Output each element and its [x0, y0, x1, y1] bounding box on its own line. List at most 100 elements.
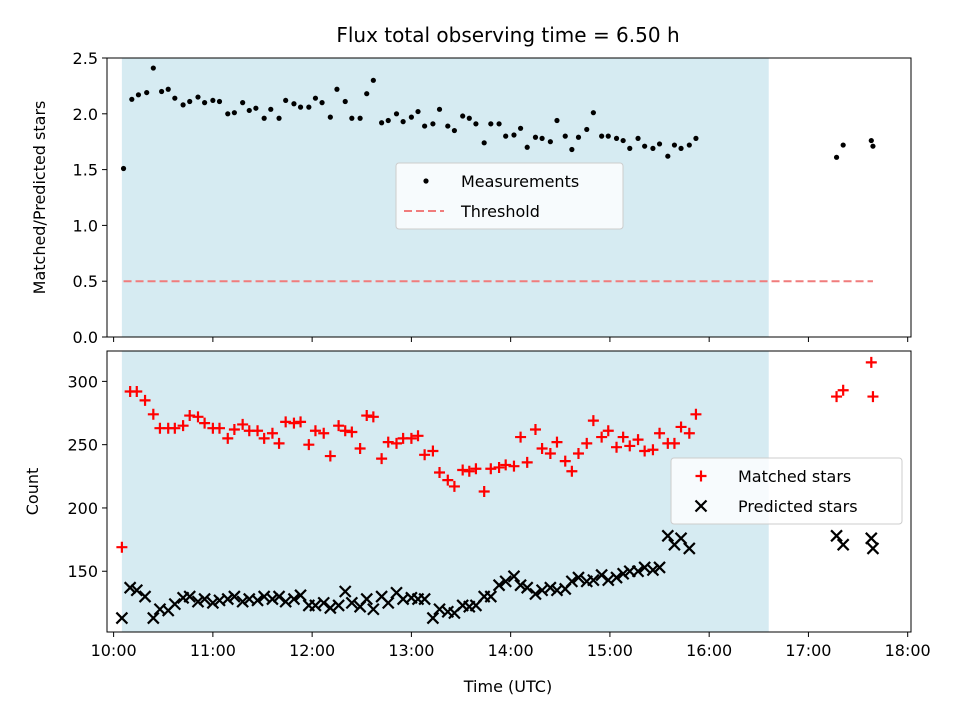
- measurement-point: [460, 113, 466, 119]
- predicted-stars-point: [257, 590, 271, 603]
- predicted-stars-point: [572, 571, 585, 584]
- measurement-point: [656, 141, 663, 147]
- predicted-stars-point: [507, 570, 521, 583]
- measurement-point: [517, 125, 524, 131]
- matched-stars-point: [354, 442, 366, 454]
- predicted-stars-point: [499, 575, 512, 588]
- predicted-stars-point: [587, 573, 600, 587]
- legend-label: Predicted stars: [738, 497, 858, 516]
- x-tick-label: 13:00: [388, 641, 434, 660]
- predicted-stars-point: [836, 538, 850, 551]
- predicted-stars-point: [866, 542, 880, 555]
- predicted-stars-point: [130, 583, 144, 597]
- predicted-stars-point: [115, 611, 129, 625]
- predicted-stars-point: [324, 601, 337, 615]
- predicted-stars-point: [294, 589, 307, 602]
- matched-stars-point: [559, 455, 571, 467]
- measurement-point: [584, 126, 590, 133]
- legend-label: Threshold: [460, 202, 540, 221]
- y-tick-label: 0.5: [73, 272, 98, 291]
- measurement-point: [268, 106, 274, 112]
- predicted-stars-point: [381, 596, 395, 610]
- measurement-point: [283, 97, 289, 104]
- legend-marker-predicted-stars: [694, 499, 708, 513]
- measurement-point: [158, 88, 165, 95]
- predicted-stars-point: [492, 578, 506, 592]
- matched-stars-point: [412, 430, 424, 442]
- matched-stars-point: [280, 416, 292, 428]
- measurement-point: [195, 94, 201, 100]
- matched-stars-point: [572, 448, 584, 460]
- measurement-point: [840, 142, 846, 148]
- predicted-stars-point: [426, 611, 440, 625]
- measurement-point: [445, 123, 451, 129]
- predicted-stars-point: [138, 590, 152, 603]
- predicted-stars-point: [221, 592, 235, 606]
- matched-stars-point: [361, 410, 373, 422]
- predicted-stars-point: [433, 602, 446, 616]
- measurement-point: [488, 121, 494, 127]
- matched-stars-point: [470, 463, 482, 475]
- predicted-stars-point: [251, 594, 264, 607]
- measurement-point: [496, 121, 502, 127]
- matched-stars-point: [566, 465, 578, 477]
- measurement-point: [400, 119, 406, 125]
- matched-stars-point: [419, 449, 431, 461]
- matched-stars-point: [324, 450, 336, 462]
- measurement-point: [678, 145, 684, 151]
- predicted-stars-point: [631, 564, 645, 578]
- matched-stars-point: [258, 432, 270, 444]
- measurement-point: [466, 115, 472, 121]
- legend-label: Measurements: [461, 172, 579, 191]
- matched-stars-point: [508, 460, 520, 472]
- axes-frame: [106, 350, 912, 633]
- measurement-point: [135, 92, 142, 98]
- matched-stars-point: [266, 427, 278, 439]
- predicted-stars-point: [147, 611, 160, 625]
- matched-stars-point: [169, 422, 181, 434]
- measurement-point: [120, 165, 127, 172]
- matched-stars-point: [581, 437, 593, 449]
- measurement-point: [868, 137, 874, 144]
- measurement-point: [693, 135, 699, 141]
- matched-stars-point: [544, 448, 556, 460]
- matched-stars-point: [116, 541, 128, 553]
- measurement-point: [319, 100, 325, 106]
- matched-stars-point: [683, 427, 695, 439]
- matched-stars-point: [376, 453, 388, 465]
- measurement-point: [422, 123, 428, 129]
- measurement-point: [379, 120, 385, 126]
- matched-stars-point: [405, 432, 417, 444]
- predicted-stars-point: [529, 587, 542, 601]
- y-tick-label: 2.0: [73, 105, 98, 124]
- measurement-point: [334, 86, 340, 92]
- predicted-stars-point: [601, 573, 615, 587]
- x-tick-label: 17:00: [785, 641, 831, 660]
- matched-stars-point: [521, 456, 533, 468]
- y-tick-label: 250: [67, 436, 98, 455]
- matched-stars-point: [515, 431, 527, 443]
- measurement-point: [575, 134, 582, 140]
- matched-stars-point: [485, 463, 497, 475]
- matched-stars-point: [457, 464, 469, 476]
- measurement-point: [187, 98, 193, 105]
- y-tick-label: 200: [67, 499, 98, 518]
- matched-stars-point: [500, 459, 512, 471]
- predicted-stars-point: [520, 581, 534, 594]
- x-tick-label: 14:00: [488, 641, 534, 660]
- predicted-stars-point: [345, 596, 359, 610]
- matched-stars-point: [837, 384, 849, 396]
- measurement-point: [547, 139, 553, 145]
- measurement-point: [364, 91, 370, 97]
- top-panel: 0.0 0.5 1.0 1.5 2.0 2.5 Matched/Predicted star…: [30, 49, 912, 347]
- measurement-point: [620, 137, 626, 144]
- matched-stars-point: [434, 467, 446, 479]
- measurement-point: [511, 132, 517, 138]
- matched-stars-point: [867, 391, 879, 403]
- predicted-stars-point: [236, 595, 249, 608]
- y-tick-label: 300: [67, 372, 98, 391]
- matched-stars-point: [147, 408, 159, 420]
- measurement-point: [613, 135, 620, 141]
- matched-stars-point: [596, 431, 608, 443]
- measurement-point: [408, 114, 414, 120]
